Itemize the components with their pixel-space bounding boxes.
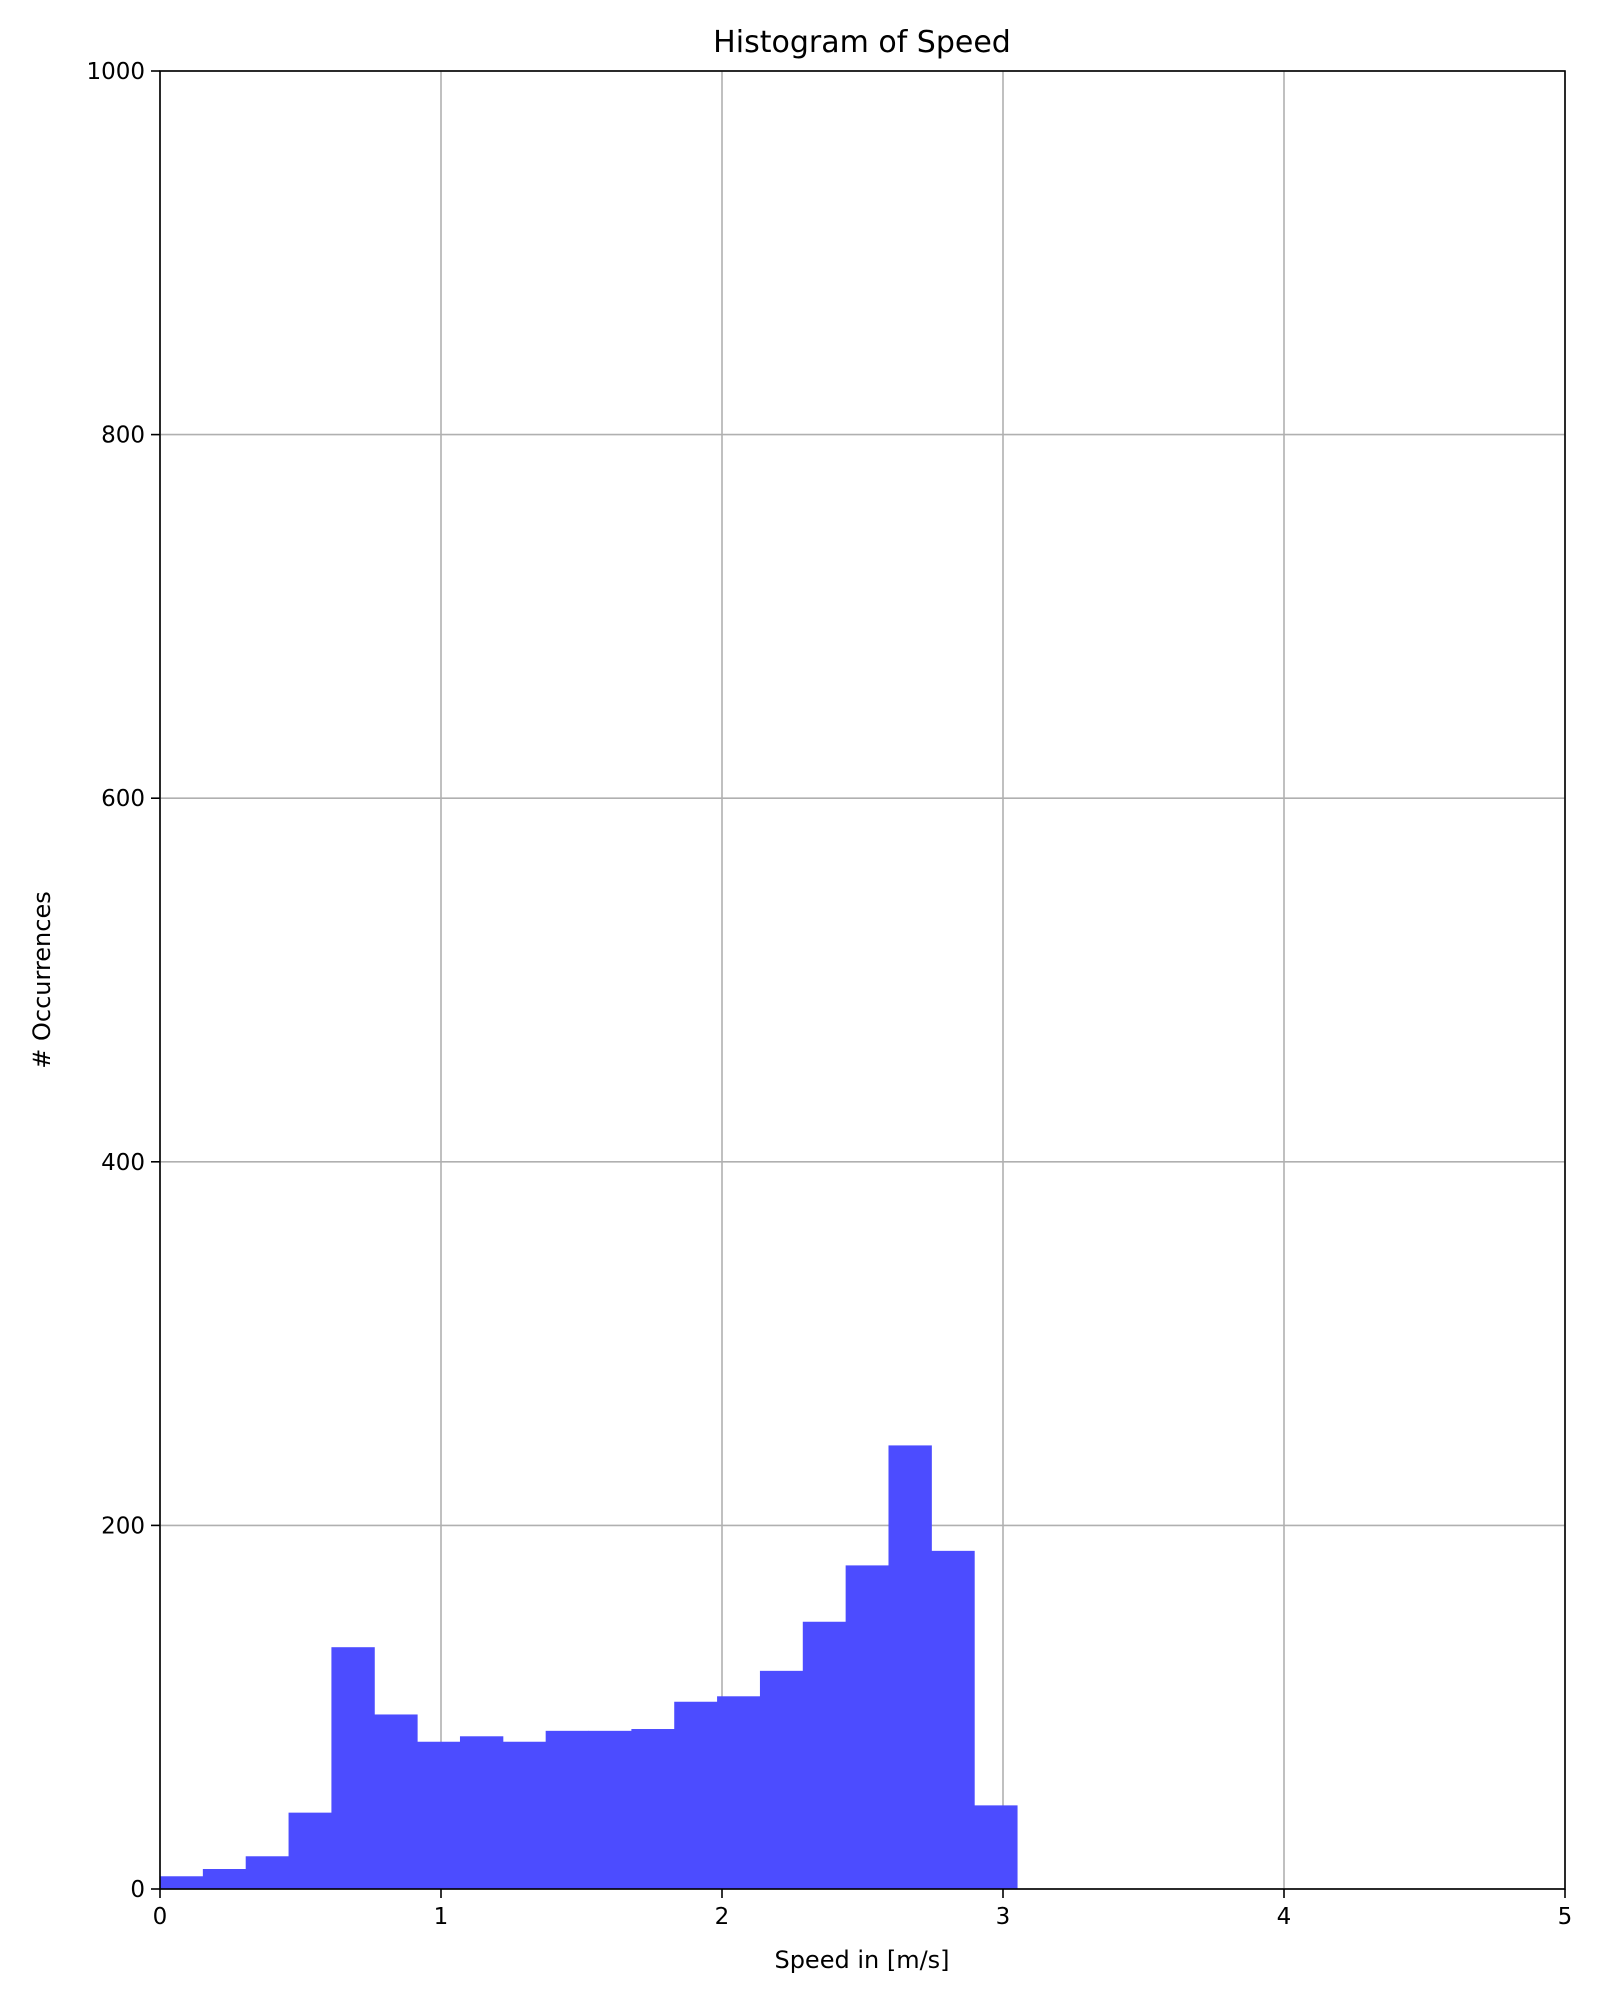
histogram-bar [331,1647,375,1889]
y-axis-label: # Occurrences [28,891,56,1068]
x-tick-label: 0 [153,1904,168,1930]
histogram-bar [888,1445,932,1889]
histogram-bar [245,1856,290,1889]
histogram-bar [545,1730,590,1889]
histogram-bar [631,1729,675,1889]
histogram-bar [160,1876,204,1889]
histogram-bar [802,1621,847,1889]
y-tick-label: 400 [101,1150,145,1176]
histogram-bars [160,1445,1018,1889]
x-tick-label: 3 [996,1904,1011,1930]
histogram-bar [759,1670,804,1889]
histogram-bar [717,1696,761,1889]
histogram-bar [459,1736,504,1889]
chart-title: Histogram of Speed [713,25,1011,60]
x-axis-label: Speed in [m/s] [774,1946,949,1974]
histogram-bar [674,1701,718,1889]
x-tick-label: 1 [434,1904,449,1930]
plot-frame [159,70,1566,1890]
histogram-bar [931,1550,975,1889]
axis-ticks: 0 1 2 3 4 5 0 200 400 600 800 1000 [86,59,1572,1930]
histogram-bar [417,1741,461,1889]
histogram-bar [502,1741,547,1889]
histogram-bar [374,1714,418,1889]
x-tick-label: 2 [715,1904,730,1930]
y-tick-label: 1000 [86,59,145,85]
histogram-bar [845,1565,889,1889]
y-tick-label: 800 [101,423,145,449]
histogram-bar [288,1812,332,1889]
x-tick-label: 5 [1558,1904,1573,1930]
y-tick-label: 0 [130,1877,145,1903]
histogram-bar [974,1805,1018,1889]
y-tick-label: 200 [101,1513,145,1539]
histogram-bar [202,1869,247,1889]
histogram-bar [588,1730,632,1889]
x-tick-label: 4 [1277,1904,1292,1930]
y-tick-label: 600 [101,786,145,812]
